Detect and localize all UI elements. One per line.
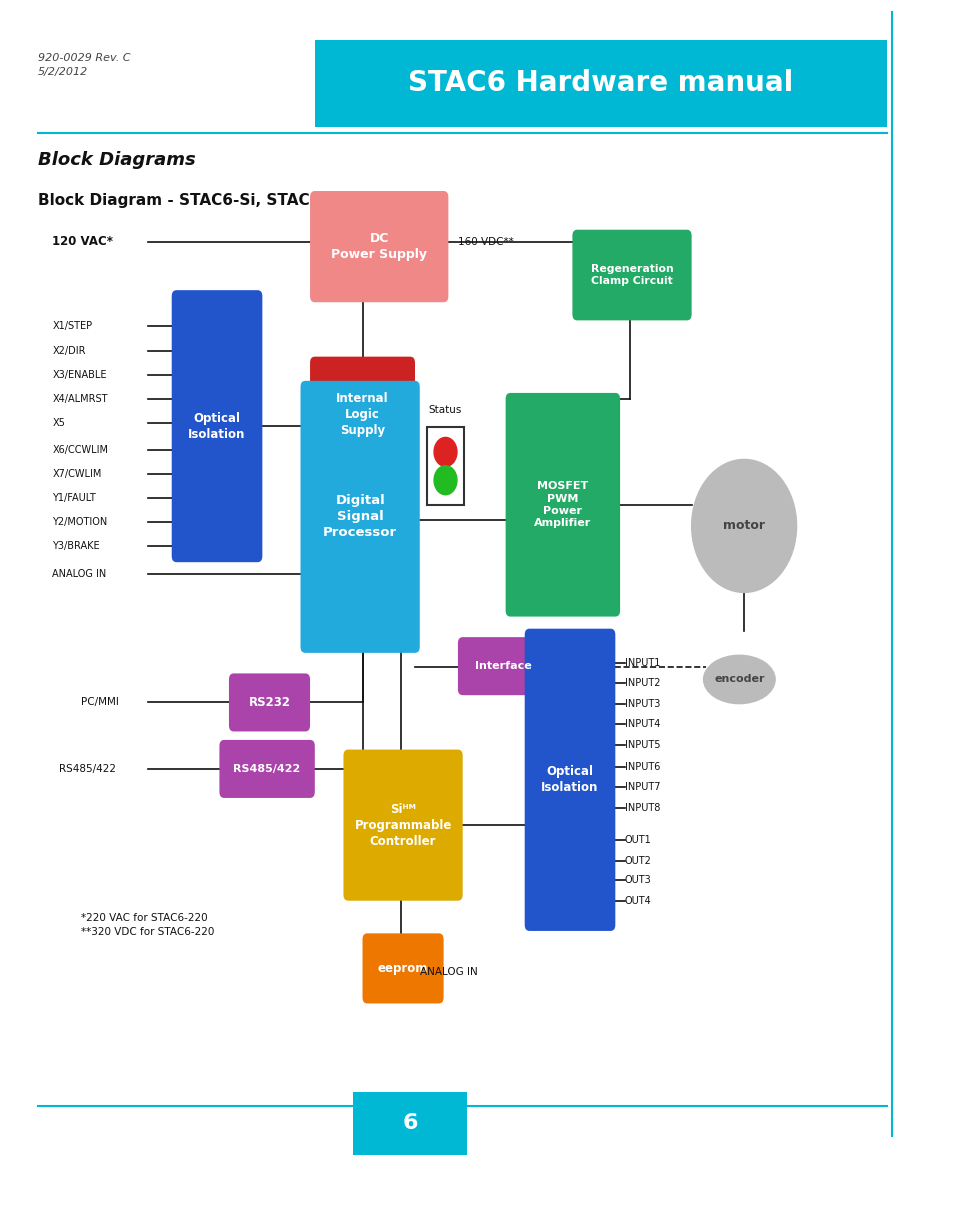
FancyBboxPatch shape — [524, 629, 615, 931]
Text: RS232: RS232 — [248, 696, 291, 708]
Text: X7/CWLIM: X7/CWLIM — [52, 469, 102, 479]
Text: 920-0029 Rev. C
5/2/2012: 920-0029 Rev. C 5/2/2012 — [38, 53, 131, 77]
Text: *220 VAC for STAC6-220
**320 VDC for STAC6-220: *220 VAC for STAC6-220 **320 VDC for STA… — [81, 913, 214, 937]
Text: motor: motor — [722, 520, 764, 532]
Text: INPUT5: INPUT5 — [624, 740, 659, 750]
Text: Internal
Logic
Supply: Internal Logic Supply — [335, 392, 389, 436]
Text: X6/CCWLIM: X6/CCWLIM — [52, 445, 109, 455]
Text: ANALOG IN: ANALOG IN — [419, 967, 477, 977]
Text: Y2/MOTION: Y2/MOTION — [52, 517, 108, 527]
FancyBboxPatch shape — [229, 673, 310, 731]
Text: OUT2: OUT2 — [624, 856, 651, 866]
Text: eeprom: eeprom — [377, 962, 428, 974]
FancyBboxPatch shape — [343, 750, 462, 901]
Text: Y1/FAULT: Y1/FAULT — [52, 493, 96, 503]
Text: Optical
Isolation: Optical Isolation — [540, 765, 598, 794]
Circle shape — [434, 438, 456, 467]
FancyBboxPatch shape — [172, 290, 262, 562]
Text: INPUT2: INPUT2 — [624, 678, 659, 688]
Text: Digital
Signal
Processor: Digital Signal Processor — [323, 494, 396, 539]
Text: Regeneration
Clamp Circuit: Regeneration Clamp Circuit — [590, 264, 673, 287]
FancyBboxPatch shape — [362, 933, 443, 1003]
Text: Block Diagram - STAC6-Si, STAC6-Si-220: Block Diagram - STAC6-Si, STAC6-Si-220 — [38, 193, 381, 208]
Text: ANALOG IN: ANALOG IN — [52, 569, 107, 579]
Text: DC
Power Supply: DC Power Supply — [331, 232, 427, 261]
Text: OUT4: OUT4 — [624, 896, 651, 906]
Text: Status: Status — [429, 405, 461, 415]
Text: 120 VAC*: 120 VAC* — [52, 236, 113, 248]
FancyBboxPatch shape — [505, 393, 619, 617]
Text: INPUT4: INPUT4 — [624, 719, 659, 729]
FancyBboxPatch shape — [353, 1092, 467, 1155]
Text: 6: 6 — [402, 1113, 417, 1133]
Text: INPUT3: INPUT3 — [624, 699, 659, 708]
Text: X1/STEP: X1/STEP — [52, 322, 92, 331]
Text: X5: X5 — [52, 418, 65, 428]
Text: Y3/BRAKE: Y3/BRAKE — [52, 542, 100, 551]
Text: INPUT8: INPUT8 — [624, 803, 659, 812]
Text: Block Diagrams: Block Diagrams — [38, 151, 195, 169]
FancyBboxPatch shape — [219, 740, 314, 798]
FancyBboxPatch shape — [314, 40, 886, 127]
Text: 160 VDC**: 160 VDC** — [457, 237, 513, 247]
FancyBboxPatch shape — [310, 357, 415, 472]
Circle shape — [434, 465, 456, 494]
FancyBboxPatch shape — [457, 637, 548, 695]
Text: X3/ENABLE: X3/ENABLE — [52, 370, 107, 380]
Text: X4/ALMRST: X4/ALMRST — [52, 394, 108, 404]
Text: MOSFET
PWM
Power
Amplifier: MOSFET PWM Power Amplifier — [534, 481, 591, 528]
Text: RS485/422: RS485/422 — [233, 764, 300, 774]
Text: PC/MMI: PC/MMI — [81, 698, 119, 707]
FancyBboxPatch shape — [300, 381, 419, 653]
Text: INPUT6: INPUT6 — [624, 762, 659, 771]
Ellipse shape — [702, 655, 774, 704]
Text: Interface: Interface — [475, 661, 531, 671]
Text: INPUT7: INPUT7 — [624, 782, 659, 792]
FancyBboxPatch shape — [572, 230, 691, 320]
Text: OUT1: OUT1 — [624, 835, 651, 845]
Circle shape — [691, 459, 796, 592]
Text: STAC6 Hardware manual: STAC6 Hardware manual — [408, 69, 793, 98]
Text: X2/DIR: X2/DIR — [52, 346, 86, 355]
Text: INPUT1: INPUT1 — [624, 658, 659, 667]
Text: Optical
Isolation: Optical Isolation — [188, 412, 246, 440]
Text: Siᴴᴹ
Programmable
Controller: Siᴴᴹ Programmable Controller — [354, 803, 452, 848]
Text: RS485/422: RS485/422 — [59, 764, 116, 774]
Text: OUT3: OUT3 — [624, 875, 651, 885]
FancyBboxPatch shape — [427, 427, 463, 505]
FancyBboxPatch shape — [310, 191, 448, 302]
Text: encoder: encoder — [714, 675, 763, 684]
